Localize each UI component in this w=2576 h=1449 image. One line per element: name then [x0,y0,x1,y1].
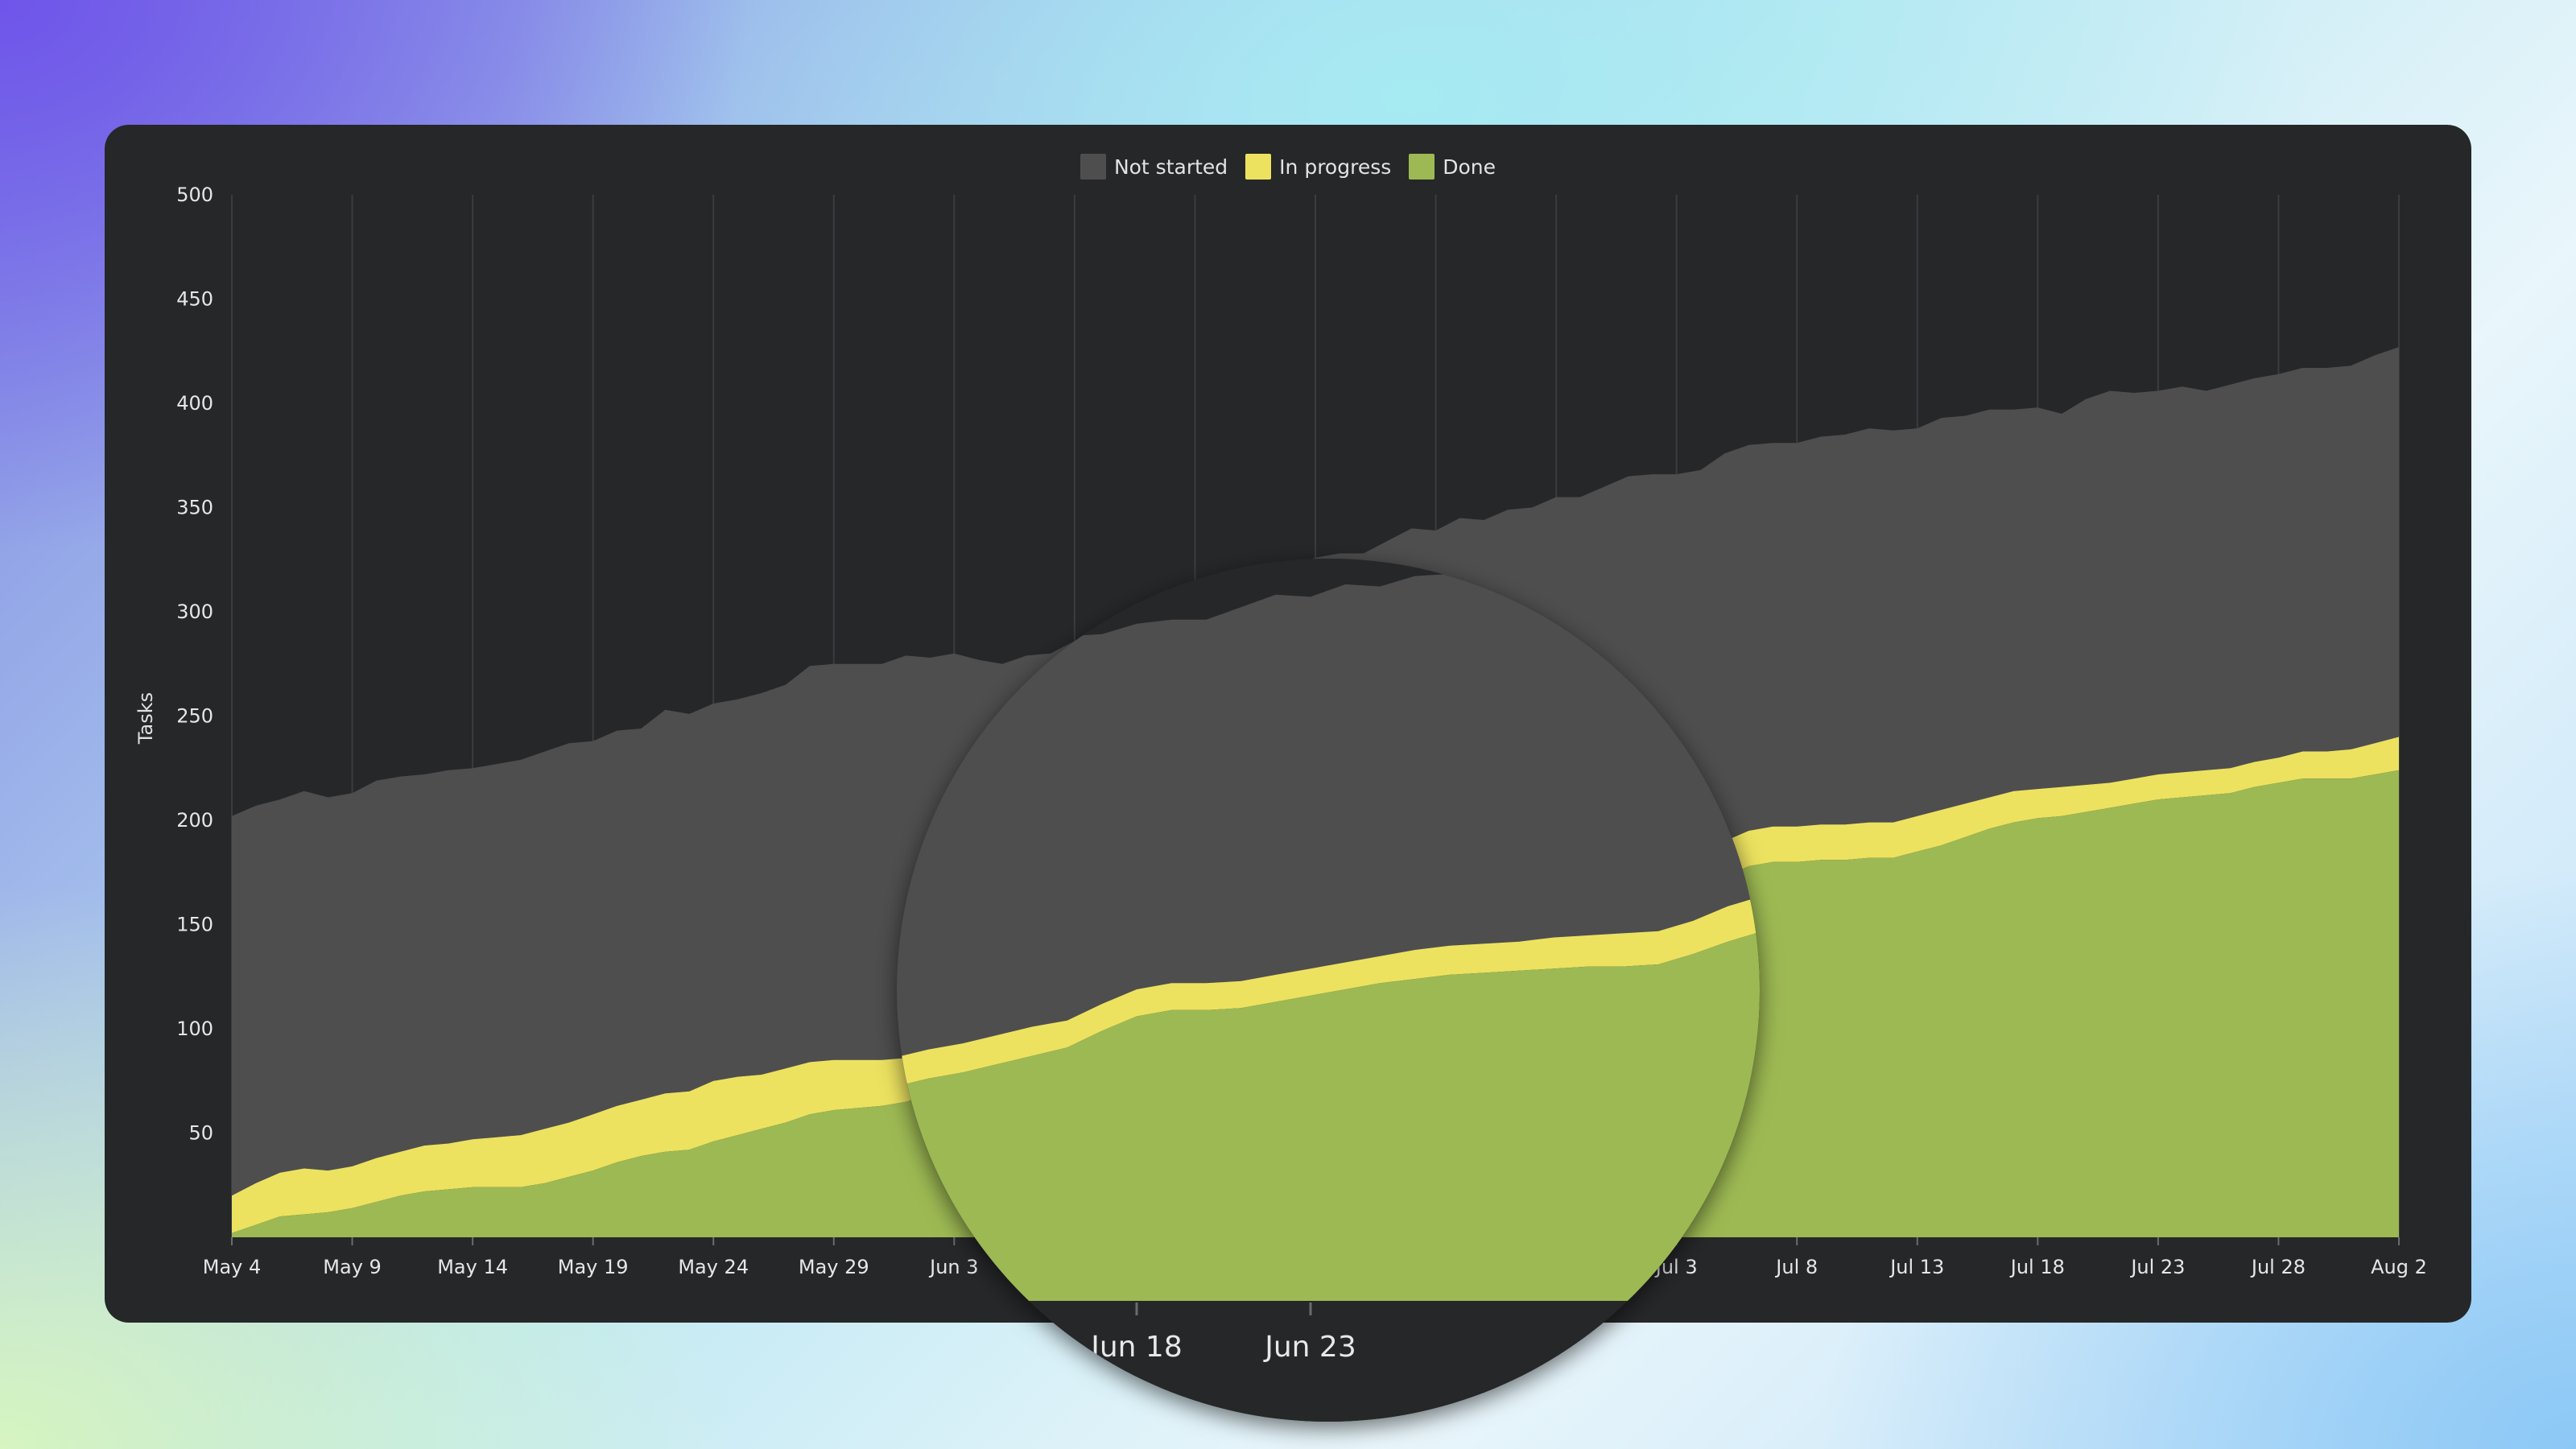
magnifier-area-done [897,836,1760,1301]
x-tick-label: May 24 [678,1256,749,1278]
legend-label-in-progress: In progress [1279,155,1392,179]
legend-item-done[interactable]: Done [1409,154,1496,180]
y-tick-label: 300 [176,601,213,623]
legend-item-in-progress[interactable]: In progress [1245,154,1391,180]
legend: Not started In progress Done [0,154,2576,180]
x-tick-label: Jul 13 [1889,1256,1944,1278]
y-tick-label: 350 [176,497,213,519]
magnifier-tick-label: Jun 13 [915,1331,1009,1364]
x-tick-label: May 4 [203,1256,262,1278]
legend-swatch-done [1409,154,1435,180]
magnifier-lens: Jun 13 Jun 18 Jun 23 [897,559,1760,1422]
x-tick-label: May 29 [799,1256,869,1278]
y-tick-label: 400 [176,392,213,415]
y-tick-label: 500 [176,184,213,206]
y-tick-label: 50 [188,1122,213,1145]
legend-label-not-started: Not started [1113,155,1228,179]
x-tick-label: Jul 18 [2009,1256,2065,1278]
y-tick-label: 250 [176,705,213,728]
magnifier-area-not-started [897,559,1760,1260]
x-tick-label: Jul 28 [2250,1256,2306,1278]
legend-swatch-in-progress [1245,154,1272,180]
x-tick-label: May 19 [558,1256,629,1278]
magnifier-areas [897,559,1760,1301]
x-tick-label: Jun 3 [928,1256,978,1278]
legend-label-done: Done [1443,155,1496,179]
magnifier-tick-label: Jun 18 [1089,1331,1183,1364]
magnifier-tick-label: Jun 23 [1263,1331,1356,1364]
y-tick-label: 200 [176,809,213,832]
x-tick-label: Jul 8 [1774,1256,1818,1278]
area-in-progress [232,737,2399,1233]
x-tick-label: May 9 [323,1256,382,1278]
y-tick-label: 450 [176,288,213,311]
y-axis: 50 100 150 200 250 300 350 400 450 500 [176,184,213,1145]
x-tick-label: May 14 [437,1256,508,1278]
legend-swatch-not-started [1080,154,1106,180]
legend-item-not-started[interactable]: Not started [1080,154,1228,180]
magnifier-content: Jun 13 Jun 18 Jun 23 [897,559,1760,1422]
x-tick-label: Aug 2 [2371,1256,2427,1278]
y-axis-label: Tasks [134,692,157,745]
x-tick-label: Jul 23 [2129,1256,2185,1278]
y-tick-label: 150 [176,914,213,936]
y-tick-label: 100 [176,1018,213,1040]
